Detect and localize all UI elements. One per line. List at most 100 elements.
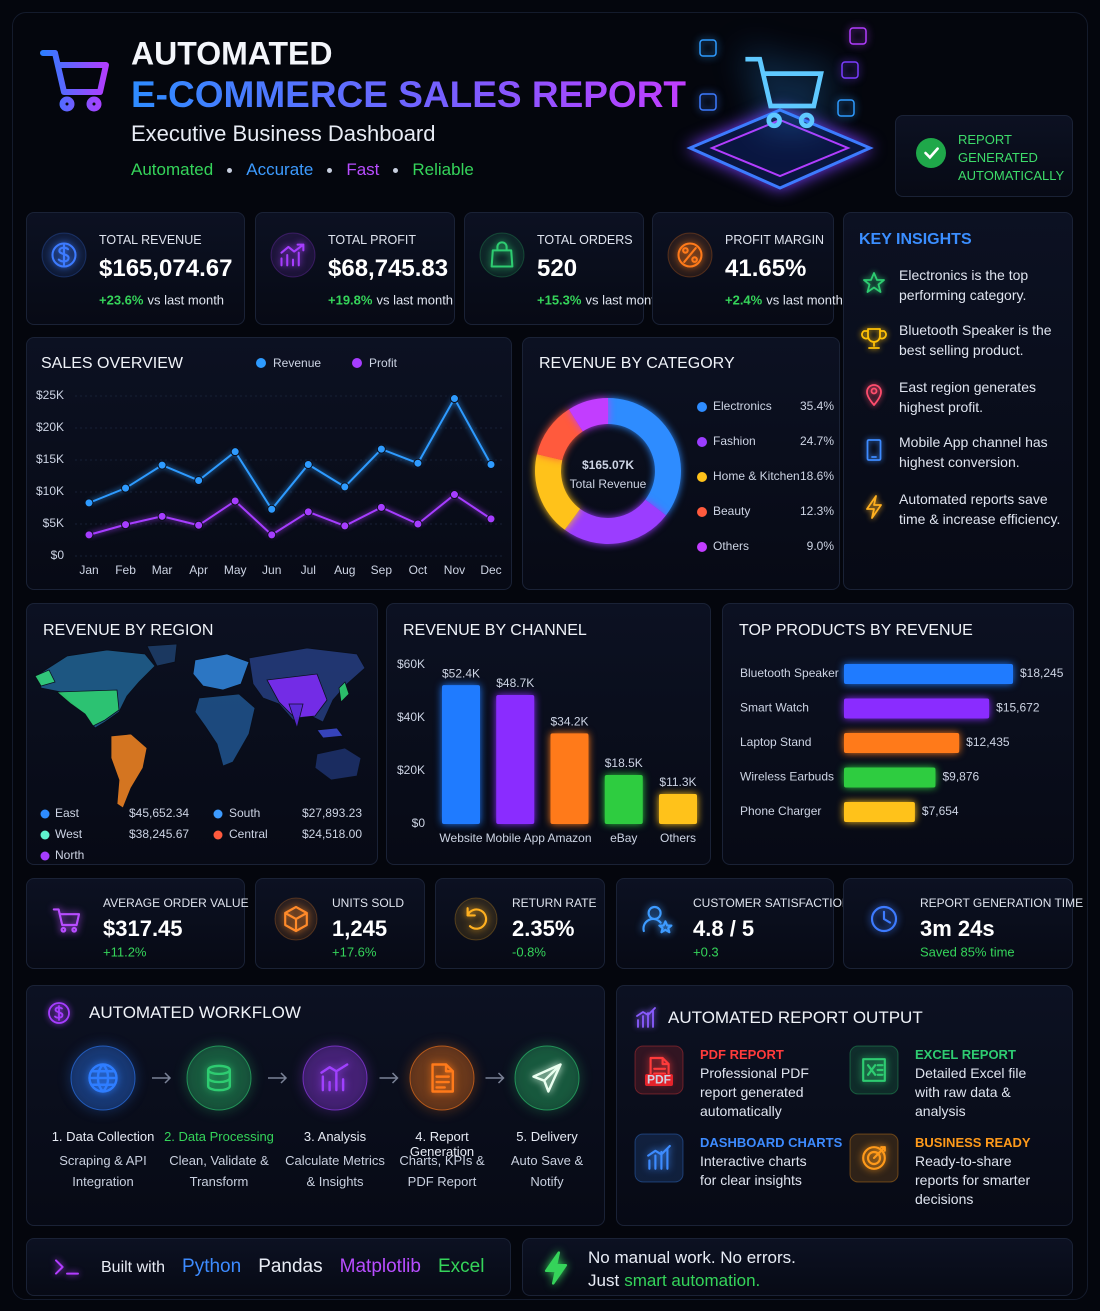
metric-change: -0.8% (512, 944, 546, 960)
icon (284, 905, 308, 933)
legend-marker (213, 809, 223, 819)
kpi-value: $165,074.67 (99, 255, 233, 282)
panel-graphics (479, 232, 525, 278)
icon (51, 242, 77, 268)
panel-graphics (270, 232, 316, 278)
step-text: Scraping & API Integration (59, 1153, 147, 1189)
kpi-label: TOTAL PROFIT (328, 233, 416, 247)
change-note: vs last month (376, 292, 454, 308)
donut-segment (564, 499, 666, 544)
kpi-change: +2.4% vs last month (725, 293, 843, 308)
legend-marker (352, 358, 362, 368)
icon-background (479, 232, 525, 278)
arrow (152, 1072, 172, 1084)
bar (844, 733, 960, 753)
bar (844, 698, 990, 719)
metric-label: AVERAGE ORDER VALUE (103, 896, 249, 910)
region-name: West (55, 827, 83, 841)
value-label: $18.5K (605, 756, 643, 770)
panel: TOTAL ORDERS 520 +15.3% vs last month (464, 212, 662, 325)
tag: Reliable (412, 160, 474, 179)
x-tick-label: eBay (610, 831, 637, 845)
x-tick-label: Amazon (547, 831, 591, 845)
y-tick-label: $20K (36, 420, 64, 434)
point (486, 514, 496, 524)
point (413, 519, 423, 529)
step-title: 5. Delivery (516, 1129, 578, 1144)
point (340, 482, 350, 492)
legend-marker (256, 358, 266, 368)
icon (320, 1063, 349, 1092)
region-revenue: $38,245.67 (129, 827, 189, 841)
arrow (379, 1072, 399, 1084)
legend-marker (40, 851, 50, 861)
map-shape (146, 643, 178, 667)
value-label: $52.4K (442, 666, 480, 680)
point (194, 475, 204, 485)
legend-marker (697, 402, 707, 412)
point (303, 459, 313, 469)
icon (866, 495, 882, 519)
point (376, 444, 386, 454)
y-tick-label: $15K (36, 452, 64, 466)
panel-graphics: PDF (634, 1007, 899, 1183)
region-name: South (229, 806, 260, 820)
y-tick-label: Phone Charger (740, 804, 821, 818)
x-tick-label: Mar (152, 563, 173, 577)
point (486, 459, 496, 469)
x-tick-label: Apr (189, 563, 208, 577)
value-label: $18,245 (1020, 666, 1064, 680)
step-circle (409, 1045, 475, 1111)
map-shape (192, 653, 250, 691)
metric-value: 1,245 (332, 916, 388, 941)
point (121, 520, 131, 530)
value-label: 35.4% (800, 399, 834, 413)
icon (870, 905, 898, 933)
legend-label: Others (713, 539, 749, 553)
arrow (485, 1072, 505, 1084)
map-shape (110, 733, 148, 809)
kpi-change: +23.6% vs last month (99, 293, 224, 308)
bar (604, 774, 643, 824)
panel-graphics (41, 232, 87, 278)
y-tick-label: Laptop Stand (740, 735, 811, 749)
output-text: Professional PDF report generated automa… (700, 1065, 809, 1119)
metric-label: REPORT GENERATION TIME (920, 896, 1084, 910)
insight-text: Bluetooth Speaker is the best selling pr… (899, 322, 1052, 358)
panel: UNITS SOLD 1,245 +17.6% (255, 878, 425, 969)
point (230, 496, 240, 506)
panel: $0 $20K $40K $60K $52.4K Website $48.7K Mobile … (386, 603, 711, 865)
panel: PROFIT MARGIN 41.65% +2.4% vs last month (652, 212, 843, 325)
region-revenue: $27,893.23 (302, 806, 362, 820)
legend-marker (697, 437, 707, 447)
icon (866, 439, 882, 461)
map-shape (55, 689, 120, 727)
change: +19.8% (328, 292, 373, 308)
panel: Built with Python Pandas Matplotlib Excel (26, 1238, 511, 1296)
neon-tile (849, 27, 867, 45)
panel: REPORT GENERATED AUTOMATICALLY (895, 115, 1073, 197)
chart-title: REVENUE BY REGION (43, 622, 214, 639)
donut-segment (608, 398, 681, 516)
metric-change: +11.2% (103, 944, 147, 960)
y-tick-label: $0 (412, 816, 426, 830)
point (267, 530, 277, 540)
chart-title: TOP PRODUCTS BY REVENUE (739, 622, 973, 639)
badge-check (924, 147, 939, 160)
panel: PDF AUTOMATED REPORT OUTPUT PDF REPORT Prof… (616, 985, 1073, 1226)
bar (844, 664, 1013, 684)
metric-change: +17.6% (332, 944, 377, 960)
panel-graphics (642, 905, 673, 934)
built-with: Built with (101, 1259, 166, 1276)
bar (550, 733, 589, 824)
step-circle (302, 1045, 368, 1111)
y-tick-label: $5K (43, 516, 64, 530)
insight-text: Automated reports save time & increase e… (899, 491, 1061, 527)
x-tick-label: Mobile App (486, 831, 546, 845)
value-label: 12.3% (800, 504, 834, 518)
change-note: vs last month (585, 292, 663, 308)
tag-list: Automated Accurate Fast Reliable (131, 160, 474, 180)
neon-platform (686, 108, 874, 190)
output-icon-box (849, 1045, 899, 1095)
